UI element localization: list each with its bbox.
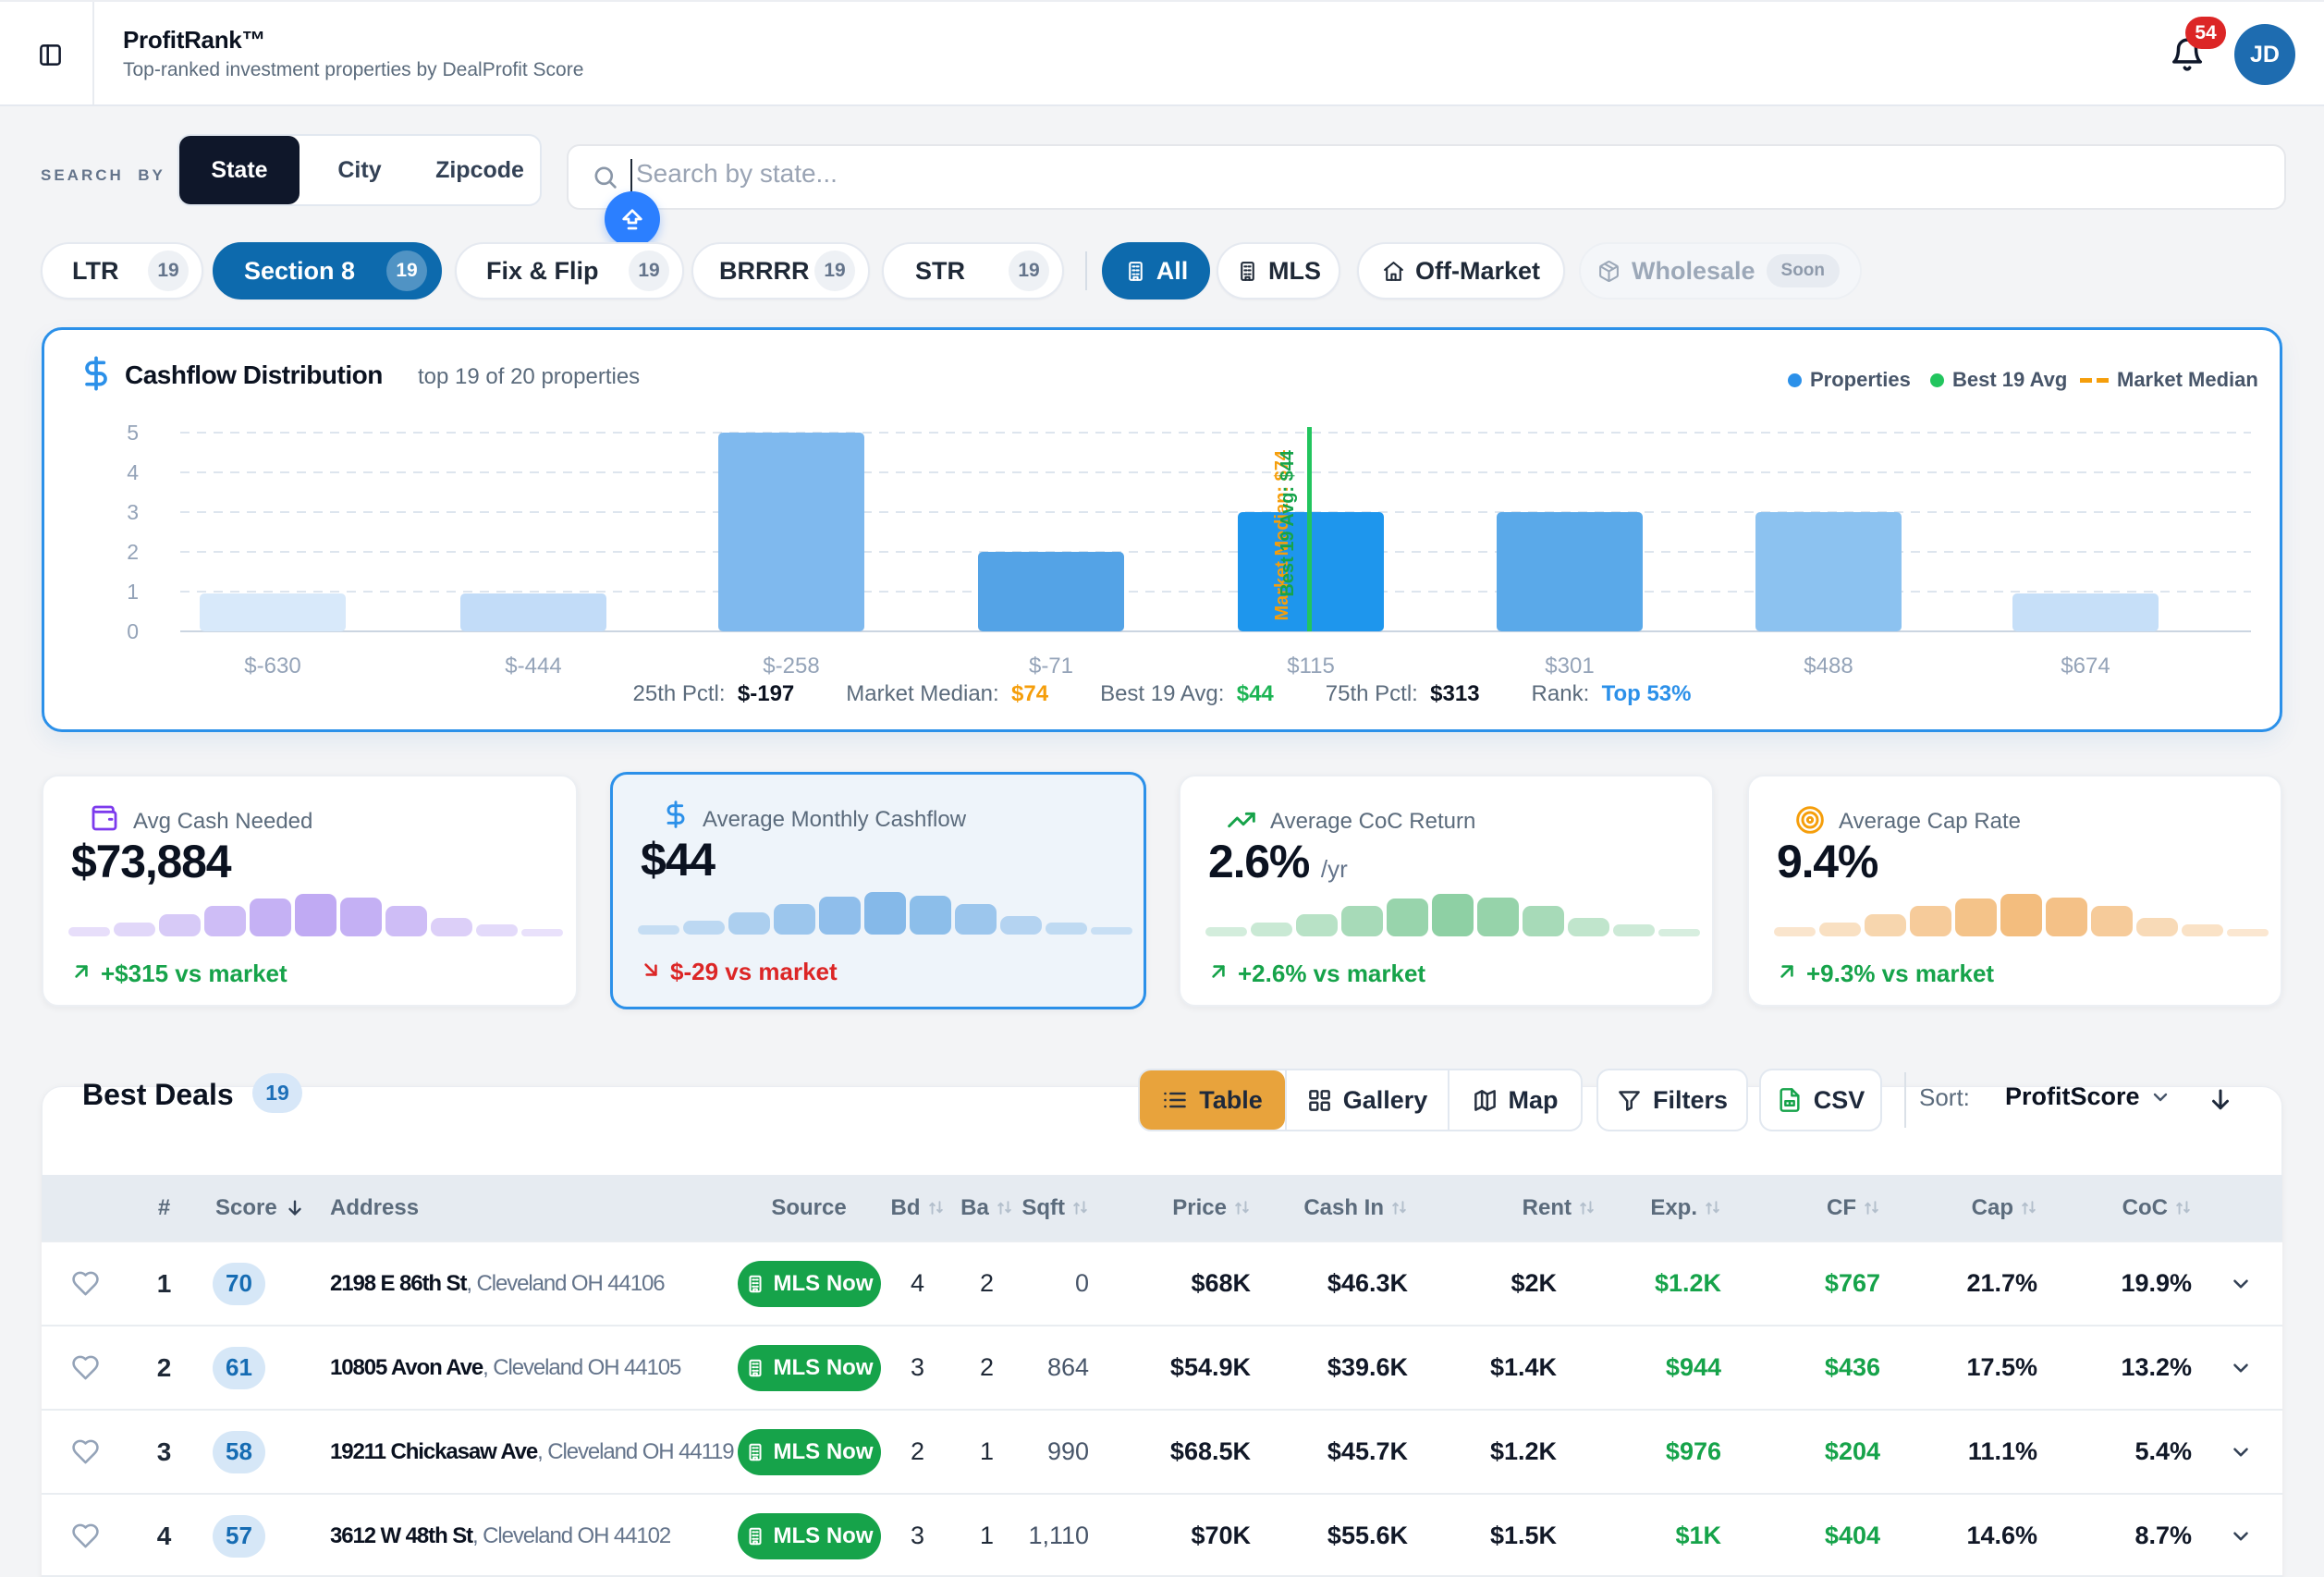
svg-text:1: 1 xyxy=(127,580,139,604)
svg-text:$-258: $-258 xyxy=(763,654,819,678)
svg-text:2: 2 xyxy=(127,540,139,564)
svg-text:$-71: $-71 xyxy=(1029,654,1073,678)
svg-text:$488: $488 xyxy=(1804,654,1853,678)
svg-text:$115: $115 xyxy=(1287,654,1335,678)
svg-text:0: 0 xyxy=(127,619,139,643)
svg-text:$-444: $-444 xyxy=(505,654,561,678)
svg-text:$301: $301 xyxy=(1545,654,1594,678)
svg-text:$674: $674 xyxy=(2061,654,2110,678)
svg-text:4: 4 xyxy=(127,460,139,484)
svg-text:5: 5 xyxy=(127,421,139,445)
svg-text:$-630: $-630 xyxy=(244,654,300,678)
svg-text:3: 3 xyxy=(127,500,139,524)
